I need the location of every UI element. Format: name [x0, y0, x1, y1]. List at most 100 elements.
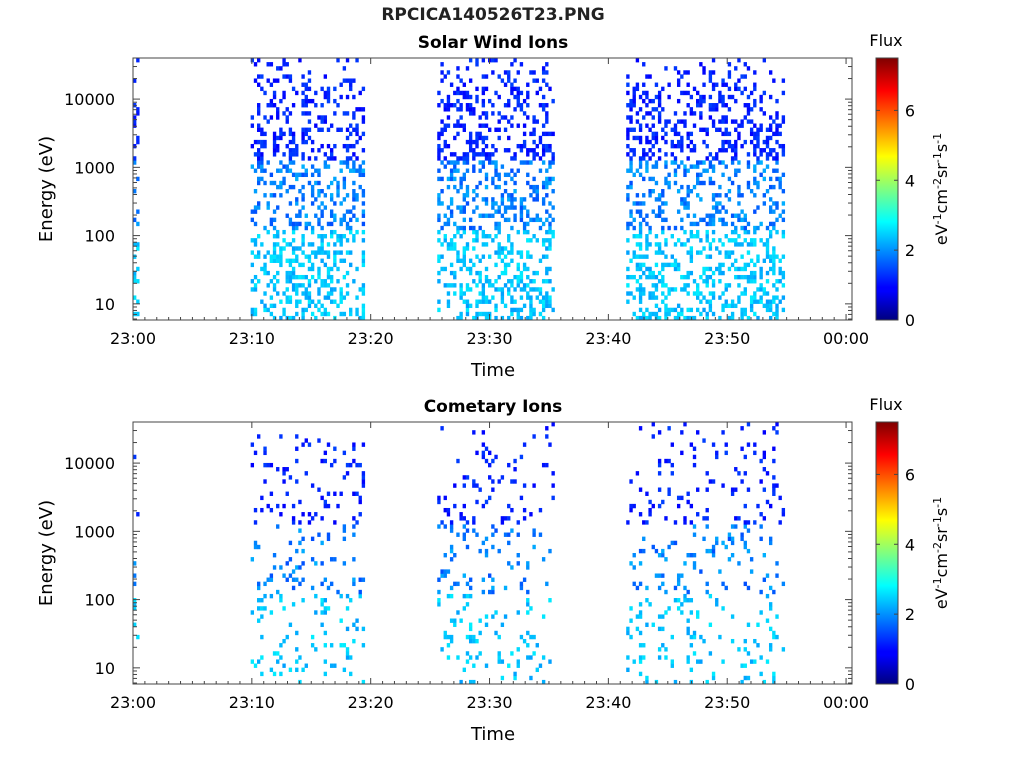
heatmap-cell — [133, 279, 137, 284]
heatmap-cell — [551, 483, 555, 488]
x-tick-label: 23:50 — [704, 693, 750, 712]
heatmap-cell — [361, 238, 366, 243]
heatmap-cell — [642, 217, 646, 223]
heatmap-cell — [759, 287, 763, 292]
heatmap-cell — [272, 90, 277, 96]
heatmap-cell — [507, 148, 511, 153]
heatmap-cell — [541, 197, 546, 202]
heatmap-cell — [768, 602, 773, 607]
heatmap-cell — [749, 299, 754, 304]
heatmap-cell — [456, 90, 460, 96]
heatmap-cell — [272, 315, 277, 321]
heatmap-cell — [355, 193, 359, 198]
heatmap-cell — [339, 491, 343, 496]
heatmap-cell — [753, 164, 757, 169]
heatmap-cell — [756, 205, 760, 210]
heatmap-cell — [279, 655, 283, 660]
heatmap-cell — [689, 189, 694, 194]
heatmap-cell — [513, 299, 517, 304]
heatmap-cell — [548, 213, 552, 218]
heatmap-cell — [753, 135, 757, 141]
heatmap-cell — [762, 58, 767, 63]
heatmap-cell — [279, 168, 283, 173]
heatmap-cell — [657, 614, 662, 619]
heatmap-cell — [437, 589, 441, 595]
heatmap-cell — [329, 557, 334, 562]
heatmap-cell — [288, 258, 293, 263]
heatmap-cell — [772, 119, 776, 124]
heatmap-cell — [468, 111, 473, 116]
heatmap-cell — [446, 634, 451, 640]
heatmap-cell — [661, 274, 665, 280]
heatmap-cell — [683, 172, 687, 178]
heatmap-cell — [443, 569, 447, 574]
heatmap-cell — [329, 279, 334, 284]
heatmap-cell — [768, 503, 773, 509]
heatmap-cell — [727, 131, 732, 137]
heatmap-cell — [342, 180, 347, 186]
heatmap-cell — [759, 671, 763, 677]
heatmap-cell — [529, 606, 533, 611]
heatmap-cell — [541, 307, 546, 313]
heatmap-cell — [507, 238, 511, 243]
heatmap-cell — [759, 274, 763, 280]
heatmap-cell — [285, 62, 289, 67]
heatmap-cell — [772, 426, 776, 431]
heatmap-cell — [288, 221, 293, 227]
heatmap-cell — [545, 62, 549, 67]
x-tick-label: 23:00 — [110, 329, 156, 348]
heatmap-cell — [778, 495, 782, 501]
heatmap-cell — [759, 148, 763, 153]
heatmap-cell — [326, 127, 331, 132]
heatmap-cell — [437, 229, 441, 235]
heatmap-cell — [339, 593, 343, 599]
heatmap-cell — [288, 217, 293, 223]
heatmap-cell — [339, 221, 343, 227]
heatmap-cell — [342, 217, 347, 223]
heatmap-cell — [638, 315, 643, 321]
heatmap-cell — [645, 90, 649, 96]
heatmap-cell — [696, 430, 700, 435]
heatmap-cell — [737, 647, 741, 652]
heatmap-cell — [500, 164, 505, 169]
heatmap-cell — [749, 274, 754, 280]
heatmap-cell — [456, 258, 460, 263]
heatmap-cell — [449, 638, 454, 644]
heatmap-cell — [626, 250, 630, 255]
heatmap-cell — [683, 90, 687, 96]
heatmap-cell — [437, 176, 441, 182]
colorbar-top-gradient — [875, 57, 899, 321]
heatmap-cell — [488, 160, 492, 165]
heatmap-cell — [711, 103, 716, 108]
heatmap-cell — [680, 242, 684, 247]
heatmap-cell — [342, 528, 347, 533]
heatmap-cell — [548, 225, 552, 231]
heatmap-cell — [513, 205, 517, 210]
heatmap-cell — [317, 307, 321, 313]
heatmap-cell — [705, 266, 709, 272]
heatmap-cell — [468, 148, 473, 153]
heatmap-cell — [705, 274, 709, 280]
heatmap-cell — [446, 217, 451, 223]
heatmap-cell — [282, 311, 286, 317]
heatmap-cell — [746, 94, 751, 100]
heatmap-cell — [661, 548, 665, 554]
heatmap-cell — [352, 168, 356, 173]
heatmap-cell — [545, 266, 549, 272]
heatmap-cell — [519, 201, 524, 206]
heatmap-cell — [291, 135, 296, 141]
heatmap-cell — [708, 307, 713, 313]
heatmap-cell — [250, 238, 255, 243]
heatmap-cell — [740, 242, 744, 247]
heatmap-cell — [689, 634, 694, 640]
heatmap-cell — [497, 209, 501, 214]
heatmap-cell — [676, 581, 681, 587]
heatmap-cell — [661, 626, 665, 632]
heatmap-cell — [522, 283, 527, 288]
heatmap-cell — [358, 90, 362, 96]
heatmap-cell — [686, 201, 690, 206]
heatmap-cell — [320, 602, 324, 607]
heatmap-cell — [740, 426, 744, 431]
heatmap-cell — [642, 287, 646, 292]
heatmap-cell — [345, 127, 350, 132]
